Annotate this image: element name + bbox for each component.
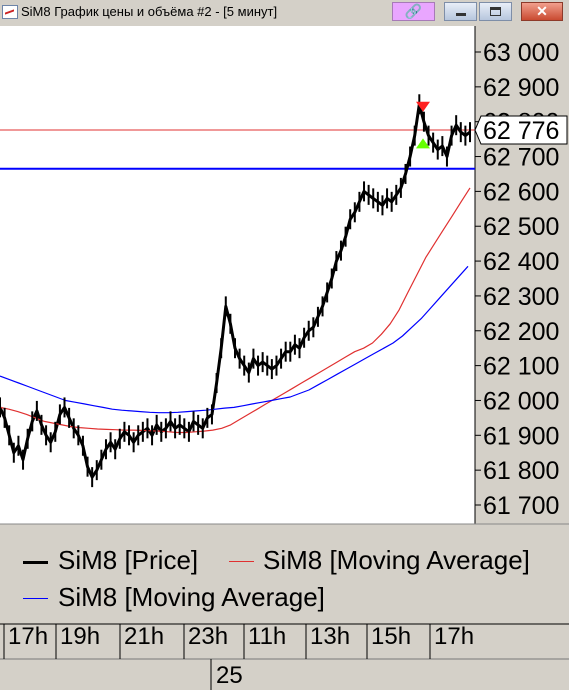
time-tick-17h-end: 17h bbox=[434, 623, 475, 650]
series-line-3 bbox=[0, 265, 469, 414]
time-tick-17h: 17h bbox=[8, 623, 49, 650]
time-tick-11h: 11h bbox=[248, 623, 287, 650]
y-tick-label: 62 500 bbox=[483, 213, 559, 241]
trade-marker-sell-arrow bbox=[416, 101, 430, 112]
plot-area bbox=[0, 26, 475, 524]
y-tick-label: 61 800 bbox=[483, 457, 559, 485]
y-tick-label: 62 700 bbox=[483, 144, 559, 172]
legend-ma-red-label: SiM8 [Moving Average] bbox=[263, 545, 530, 575]
title-bar: SiM8 График цены и объёма #2 - [5 минут]… bbox=[0, 0, 569, 25]
link-icon: 🔗 bbox=[404, 3, 423, 19]
time-axis: 17h 19h 21h 23h 11h 13h 15h 17h 25 bbox=[0, 623, 569, 690]
y-tick-label: 62 900 bbox=[483, 74, 559, 102]
window-title: SiM8 График цены и объёма #2 - [5 минут] bbox=[21, 4, 278, 19]
legend-ma-blue-label: SiM8 [Moving Average] bbox=[58, 582, 325, 612]
chart-app-icon bbox=[2, 5, 18, 19]
maximize-button[interactable] bbox=[479, 2, 512, 21]
close-button[interactable]: ✕ bbox=[521, 2, 563, 21]
date-label: 25 bbox=[216, 662, 243, 689]
last-price-label: 62 776 bbox=[483, 117, 559, 145]
time-tick-13h: 13h bbox=[310, 623, 351, 650]
y-tick-label: 63 000 bbox=[483, 39, 559, 67]
y-tick-label: 62 100 bbox=[483, 353, 559, 381]
time-tick-21h: 21h bbox=[124, 623, 165, 650]
y-tick-label: 62 300 bbox=[483, 283, 559, 311]
y-tick-label: 62 000 bbox=[483, 387, 559, 415]
link-button[interactable]: 🔗 bbox=[392, 2, 435, 21]
maximize-icon bbox=[480, 3, 511, 20]
close-icon: ✕ bbox=[536, 3, 548, 19]
y-tick-label: 62 600 bbox=[483, 178, 559, 206]
time-tick-23h: 23h bbox=[188, 623, 229, 650]
legend-ma-blue-swatch bbox=[23, 598, 48, 599]
trade-marker-buy-arrow bbox=[416, 138, 430, 149]
minimize-button[interactable] bbox=[444, 2, 477, 21]
y-tick-label: 62 400 bbox=[483, 248, 559, 276]
minimize-icon bbox=[445, 3, 476, 20]
y-tick-label: 62 200 bbox=[483, 318, 559, 346]
legend-price-label: SiM8 [Price] bbox=[58, 545, 199, 575]
y-tick-label: 61 900 bbox=[483, 422, 559, 450]
chart-legend: SiM8 [Price] SiM8 [Moving Average] SiM8 … bbox=[0, 536, 569, 616]
legend-ma-red-swatch bbox=[229, 561, 254, 562]
time-tick-15h: 15h bbox=[371, 623, 412, 650]
time-axis-lines bbox=[0, 623, 569, 690]
time-tick-19h: 19h bbox=[60, 623, 101, 650]
y-tick-label: 61 700 bbox=[483, 492, 559, 520]
legend-price-swatch bbox=[23, 561, 48, 564]
last-price-box bbox=[474, 115, 568, 145]
